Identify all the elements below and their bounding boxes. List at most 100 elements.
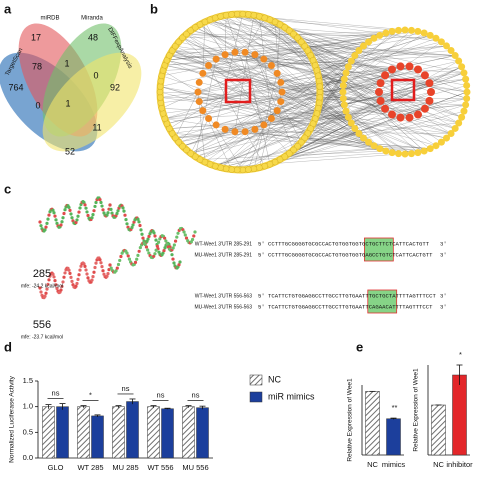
nucleotide: [90, 278, 94, 282]
nucleotide: [184, 236, 189, 240]
bar: [182, 406, 195, 459]
hub: [224, 78, 252, 104]
edge: [186, 33, 462, 118]
venn-count: 92: [110, 82, 120, 92]
edge: [163, 70, 199, 93]
edge: [297, 37, 464, 73]
node: [245, 166, 252, 173]
edge: [209, 38, 375, 165]
node: [290, 30, 297, 38]
nucleotide: [69, 212, 73, 216]
nucleotide: [130, 225, 134, 230]
node: [376, 145, 384, 153]
node: [183, 30, 190, 38]
nucleotide: [85, 210, 89, 214]
node: [277, 78, 285, 86]
nucleotide: [47, 278, 51, 282]
nucleotide: [143, 242, 147, 247]
nucleotide: [152, 254, 156, 258]
panel-label: d: [4, 339, 12, 354]
node: [301, 42, 308, 50]
nucleotide: [107, 268, 111, 272]
nucleotide: [146, 237, 150, 241]
node: [388, 149, 396, 157]
node: [420, 71, 429, 80]
node: [365, 138, 373, 146]
edge: [245, 75, 425, 132]
nucleotide: [44, 225, 48, 229]
nucleotide: [154, 238, 158, 242]
edge: [289, 148, 380, 154]
nucleotide: [161, 251, 165, 255]
nucleotide: [78, 268, 82, 272]
nucleotide: [59, 288, 63, 292]
node: [405, 113, 414, 122]
node: [156, 83, 164, 90]
edge: [263, 123, 314, 126]
edge: [172, 38, 375, 51]
node: [462, 75, 470, 83]
node: [175, 138, 182, 146]
edge: [160, 97, 452, 134]
panel-label: b: [150, 1, 158, 16]
edge: [197, 46, 305, 93]
edge: [254, 31, 418, 55]
node: [447, 47, 455, 55]
nucleotide: [178, 260, 182, 264]
node: [365, 38, 373, 46]
edge: [279, 91, 468, 160]
nucleotide: [123, 213, 127, 217]
nucleotide: [182, 230, 186, 234]
nucleotide: [52, 211, 56, 215]
node: [347, 119, 355, 127]
edge: [190, 111, 347, 154]
node: [228, 166, 235, 173]
edge: [316, 70, 386, 109]
venn-count: 48: [88, 32, 98, 42]
y-axis-label: Normalized Luciferase Activity: [9, 375, 16, 462]
edge: [304, 46, 456, 56]
panel-label: c: [4, 181, 11, 196]
nucleotide: [125, 251, 129, 255]
bar: [112, 406, 125, 459]
significance-label: ns: [52, 389, 60, 398]
node: [179, 34, 186, 42]
node: [414, 110, 422, 119]
node: [458, 63, 466, 71]
node: [351, 52, 359, 60]
nucleotide: [138, 246, 142, 250]
node: [340, 101, 348, 109]
node: [396, 113, 405, 122]
nucleotide: [86, 276, 90, 280]
nucleotide: [110, 211, 114, 215]
node: [455, 119, 463, 127]
nucleotide: [193, 230, 197, 234]
nucleotide: [108, 263, 112, 267]
edge: [199, 101, 243, 171]
nucleotide: [171, 257, 175, 261]
node: [251, 125, 259, 133]
bar: [386, 418, 401, 456]
node: [344, 113, 352, 121]
bar: [126, 401, 139, 459]
x-tick-label: MU 285: [112, 463, 138, 472]
node: [455, 57, 463, 65]
edge: [269, 19, 344, 93]
end-label: 5': [258, 303, 265, 310]
nucleotide: [47, 213, 51, 217]
nucleotide: [61, 280, 65, 284]
edge: [163, 55, 456, 71]
nucleotide: [51, 272, 55, 276]
node: [195, 78, 203, 86]
edge: [280, 75, 319, 83]
nucleotide: [116, 209, 120, 213]
nucleotide: [138, 223, 142, 228]
node: [250, 165, 258, 173]
edge: [254, 54, 294, 151]
nucleotide: [163, 246, 167, 250]
alignment-label: WT-Wee1 3'UTR 285-291: [195, 241, 252, 247]
x-tick-label: mimics: [382, 460, 406, 469]
nucleotide: [67, 205, 71, 210]
node: [381, 104, 390, 113]
node: [156, 94, 164, 101]
